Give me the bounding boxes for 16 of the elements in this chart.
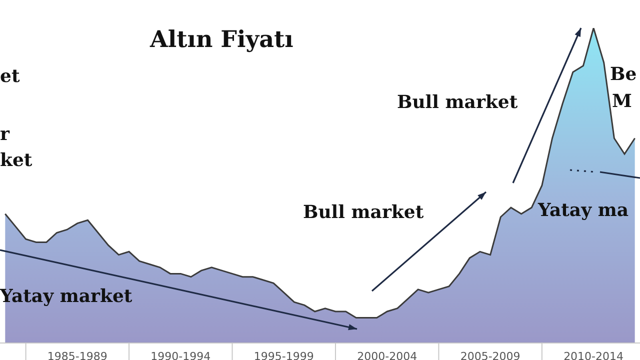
annotation: et <box>0 66 20 87</box>
x-tick-label: 2000-2004 <box>357 350 418 360</box>
x-tick-label: 1990-1994 <box>150 350 211 360</box>
x-tick-label: 1985-1989 <box>47 350 108 360</box>
annotation: Yatay market <box>0 286 132 307</box>
chart-title: Altın Fiyatı <box>150 26 294 53</box>
x-tick-label: 1995-1999 <box>254 350 314 360</box>
x-tick-label: 2005-2009 <box>460 350 520 360</box>
annotation: Bull market <box>397 92 518 113</box>
annotation: Yatay ma <box>538 200 629 221</box>
annotation: r <box>0 124 10 145</box>
annotation: Be <box>610 64 637 85</box>
annotation: M <box>612 91 632 112</box>
annotation: Bull market <box>303 202 424 223</box>
annotation: ket <box>0 150 32 171</box>
x-tick-label: 2010-2014 <box>564 350 624 360</box>
